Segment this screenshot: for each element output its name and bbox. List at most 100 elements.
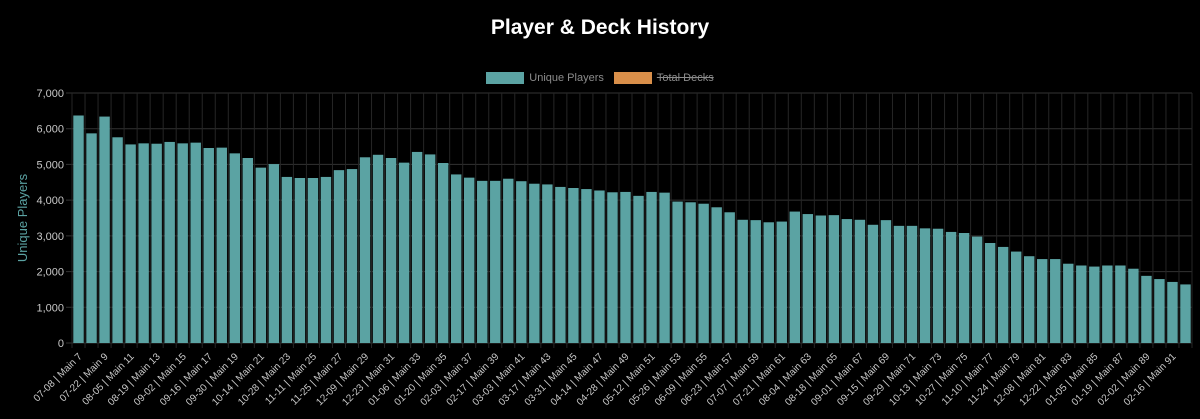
y-tick-label: 0 [58, 338, 64, 350]
bar [1141, 275, 1152, 343]
bar [1167, 281, 1178, 343]
bar [1102, 265, 1113, 343]
bar [346, 169, 358, 343]
bar [464, 177, 475, 343]
bar [594, 190, 605, 343]
legend-item-unique-players[interactable]: Unique Players [486, 72, 604, 84]
legend: Unique Players Total Decks [0, 72, 1200, 84]
bar [294, 178, 306, 343]
bar [1010, 251, 1022, 343]
bar [945, 231, 957, 343]
bar [867, 224, 879, 343]
bar [1076, 265, 1087, 343]
bar [268, 164, 280, 343]
bar [411, 151, 423, 343]
bar [203, 148, 214, 343]
bar [281, 176, 293, 343]
bar [581, 189, 592, 343]
y-tick-label: 7,000 [36, 88, 64, 100]
bar [737, 219, 748, 343]
bar [385, 158, 397, 343]
bar [1089, 266, 1100, 343]
bar [646, 191, 657, 343]
bar [880, 220, 892, 343]
bar [724, 212, 735, 343]
legend-swatch-total-decks [613, 72, 652, 84]
bar [984, 243, 996, 343]
bar [529, 183, 540, 343]
y-axis: 0 1,000 2,000 3,000 4,000 5,000 6,000 7,000 [36, 88, 64, 350]
bar [828, 215, 840, 343]
bar [854, 219, 866, 343]
bar [73, 115, 84, 343]
bar [1063, 263, 1074, 343]
bar [932, 228, 944, 343]
bar [763, 222, 774, 343]
bar [620, 191, 631, 343]
y-tick-label: 6,000 [36, 124, 64, 136]
bar [242, 158, 254, 343]
bar [138, 143, 149, 343]
bar [672, 201, 683, 343]
bar [776, 221, 787, 343]
bar [333, 170, 345, 343]
y-tick-label: 5,000 [36, 159, 64, 171]
bar [1154, 279, 1165, 343]
y-tick-label: 1,000 [36, 302, 64, 314]
bar [659, 192, 670, 343]
bar [177, 143, 188, 343]
bar [958, 233, 970, 343]
bar [1037, 259, 1048, 343]
bar [424, 154, 436, 343]
legend-item-total-decks[interactable]: Total Decks [613, 72, 714, 84]
bar [997, 246, 1009, 343]
legend-swatch-unique-players [486, 72, 525, 84]
y-axis-label: Unique Players [15, 173, 30, 262]
bar [633, 195, 644, 343]
bar [86, 133, 97, 343]
bar [503, 178, 514, 343]
bar [1128, 268, 1139, 343]
bar [750, 220, 761, 343]
bar [151, 143, 162, 343]
bar [555, 186, 566, 343]
bar [359, 157, 371, 343]
bar [919, 228, 931, 343]
bar [372, 154, 384, 343]
bar [99, 116, 110, 343]
chart-title: Player & Deck History [490, 16, 710, 39]
bar [477, 180, 488, 343]
bar [307, 178, 319, 343]
bar [437, 163, 449, 343]
bar [190, 142, 201, 343]
bar [112, 137, 123, 343]
bars [73, 115, 1191, 343]
gridlines [66, 92, 1193, 348]
bar [490, 180, 501, 343]
bar [125, 144, 136, 343]
bar [711, 207, 722, 343]
bar [971, 236, 983, 343]
bar [607, 192, 618, 343]
legend-label-total-decks: Total Decks [656, 72, 714, 84]
bar [1115, 265, 1126, 343]
bar [685, 202, 696, 343]
legend-label-unique-players: Unique Players [529, 72, 604, 84]
bar [542, 184, 553, 343]
bar [164, 141, 175, 343]
bar [320, 176, 332, 343]
bar [815, 215, 827, 343]
bar [255, 167, 267, 343]
x-axis: 07-08 | Main 707-22 | Main 908-05 | Main… [32, 351, 1179, 408]
y-tick-label: 3,000 [36, 231, 64, 243]
bar [216, 147, 227, 343]
bar [398, 162, 410, 343]
bar [229, 153, 240, 343]
bar [516, 181, 527, 343]
bar [1050, 259, 1061, 343]
y-tick-label: 4,000 [36, 195, 64, 207]
bar [841, 219, 853, 343]
bar [906, 225, 918, 343]
y-tick-label: 2,000 [36, 267, 64, 279]
